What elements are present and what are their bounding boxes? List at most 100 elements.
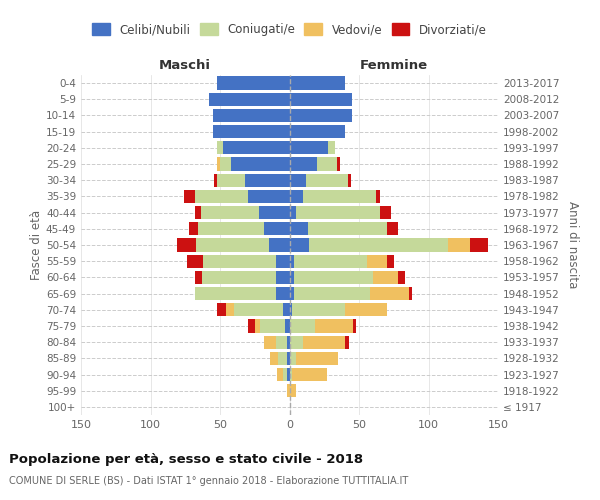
Bar: [213, 125, 290, 138]
Bar: [248, 190, 290, 203]
Bar: [220, 158, 231, 170]
Bar: [290, 336, 304, 349]
Bar: [290, 320, 314, 332]
Bar: [398, 270, 405, 284]
Text: Popolazione per età, sesso e stato civile - 2018: Popolazione per età, sesso e stato civil…: [9, 452, 363, 466]
Bar: [245, 174, 290, 187]
Bar: [292, 303, 345, 316]
Bar: [304, 336, 345, 349]
Bar: [277, 368, 283, 381]
Bar: [290, 141, 328, 154]
Bar: [226, 303, 234, 316]
Bar: [287, 384, 290, 398]
Bar: [293, 254, 367, 268]
Bar: [290, 206, 296, 220]
Bar: [290, 174, 306, 187]
Bar: [345, 336, 349, 349]
Bar: [353, 320, 356, 332]
Bar: [470, 238, 488, 252]
Bar: [184, 190, 195, 203]
Bar: [265, 222, 290, 235]
Bar: [337, 158, 340, 170]
Bar: [195, 190, 248, 203]
Bar: [234, 303, 283, 316]
Bar: [345, 303, 387, 316]
Bar: [290, 238, 309, 252]
Bar: [293, 270, 373, 284]
Bar: [287, 368, 290, 381]
Bar: [348, 174, 350, 187]
Bar: [200, 206, 259, 220]
Bar: [287, 336, 290, 349]
Bar: [290, 254, 293, 268]
Bar: [177, 238, 196, 252]
Bar: [214, 174, 217, 187]
Bar: [275, 287, 290, 300]
Bar: [292, 368, 327, 381]
Bar: [387, 222, 398, 235]
Bar: [278, 352, 287, 365]
Bar: [265, 336, 275, 349]
Bar: [306, 174, 348, 187]
Bar: [203, 254, 275, 268]
Bar: [328, 141, 335, 154]
Bar: [296, 206, 380, 220]
Bar: [195, 287, 275, 300]
Bar: [217, 303, 226, 316]
Y-axis label: Anni di nascita: Anni di nascita: [566, 202, 579, 288]
Bar: [308, 222, 387, 235]
Bar: [283, 303, 290, 316]
Bar: [290, 109, 352, 122]
Bar: [304, 190, 376, 203]
Bar: [231, 158, 290, 170]
Bar: [290, 125, 345, 138]
Legend: Celibi/Nubili, Coniugati/e, Vedovi/e, Divorziati/e: Celibi/Nubili, Coniugati/e, Vedovi/e, Di…: [92, 23, 487, 36]
Bar: [367, 254, 387, 268]
Bar: [217, 174, 245, 187]
Bar: [195, 206, 200, 220]
Bar: [290, 76, 345, 90]
Bar: [217, 76, 290, 90]
Bar: [195, 270, 202, 284]
Y-axis label: Fasce di età: Fasce di età: [30, 210, 43, 280]
Bar: [370, 287, 409, 300]
Bar: [202, 270, 275, 284]
Bar: [290, 92, 352, 106]
Bar: [217, 141, 223, 154]
Bar: [196, 238, 269, 252]
Bar: [286, 320, 290, 332]
Bar: [317, 158, 337, 170]
Bar: [187, 254, 203, 268]
Bar: [309, 238, 448, 252]
Bar: [376, 190, 380, 203]
Bar: [290, 368, 292, 381]
Bar: [198, 222, 265, 235]
Bar: [269, 238, 290, 252]
Bar: [259, 206, 290, 220]
Bar: [213, 109, 290, 122]
Bar: [223, 141, 290, 154]
Bar: [409, 287, 412, 300]
Bar: [275, 336, 287, 349]
Bar: [248, 320, 255, 332]
Bar: [255, 320, 260, 332]
Text: Femmine: Femmine: [359, 60, 428, 72]
Bar: [290, 190, 304, 203]
Bar: [287, 352, 290, 365]
Text: Maschi: Maschi: [159, 60, 211, 72]
Bar: [380, 206, 391, 220]
Bar: [290, 303, 292, 316]
Bar: [290, 352, 296, 365]
Bar: [387, 254, 394, 268]
Bar: [270, 352, 278, 365]
Bar: [296, 352, 338, 365]
Bar: [290, 287, 293, 300]
Bar: [275, 270, 290, 284]
Bar: [448, 238, 470, 252]
Bar: [290, 222, 308, 235]
Bar: [190, 222, 198, 235]
Bar: [314, 320, 353, 332]
Bar: [293, 287, 370, 300]
Bar: [260, 320, 286, 332]
Bar: [217, 158, 220, 170]
